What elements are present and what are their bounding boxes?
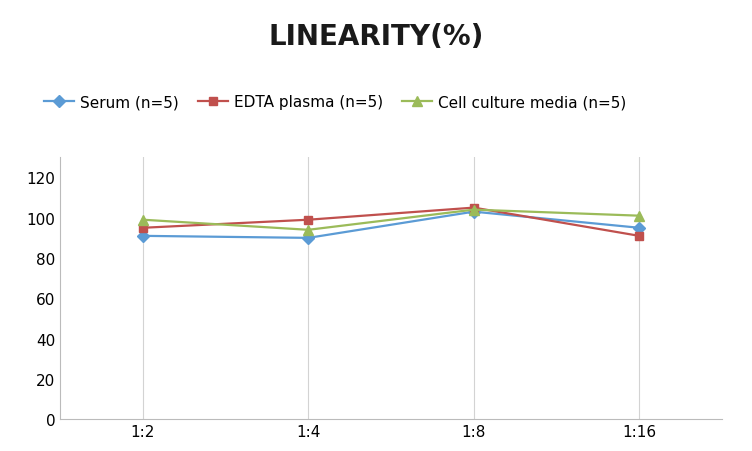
EDTA plasma (n=5) xyxy=(469,206,478,211)
Line: Cell culture media (n=5): Cell culture media (n=5) xyxy=(138,205,644,235)
EDTA plasma (n=5) xyxy=(304,217,313,223)
Serum (n=5) xyxy=(304,235,313,241)
Cell culture media (n=5) xyxy=(635,213,644,219)
Text: LINEARITY(%): LINEARITY(%) xyxy=(268,23,484,51)
Serum (n=5) xyxy=(138,234,147,239)
Line: EDTA plasma (n=5): EDTA plasma (n=5) xyxy=(138,204,644,240)
EDTA plasma (n=5) xyxy=(635,234,644,239)
Cell culture media (n=5) xyxy=(138,217,147,223)
EDTA plasma (n=5) xyxy=(138,226,147,231)
Serum (n=5) xyxy=(469,209,478,215)
Line: Serum (n=5): Serum (n=5) xyxy=(138,208,644,243)
Serum (n=5) xyxy=(635,226,644,231)
Legend: Serum (n=5), EDTA plasma (n=5), Cell culture media (n=5): Serum (n=5), EDTA plasma (n=5), Cell cul… xyxy=(38,89,632,116)
Cell culture media (n=5) xyxy=(469,207,478,213)
Cell culture media (n=5) xyxy=(304,228,313,233)
